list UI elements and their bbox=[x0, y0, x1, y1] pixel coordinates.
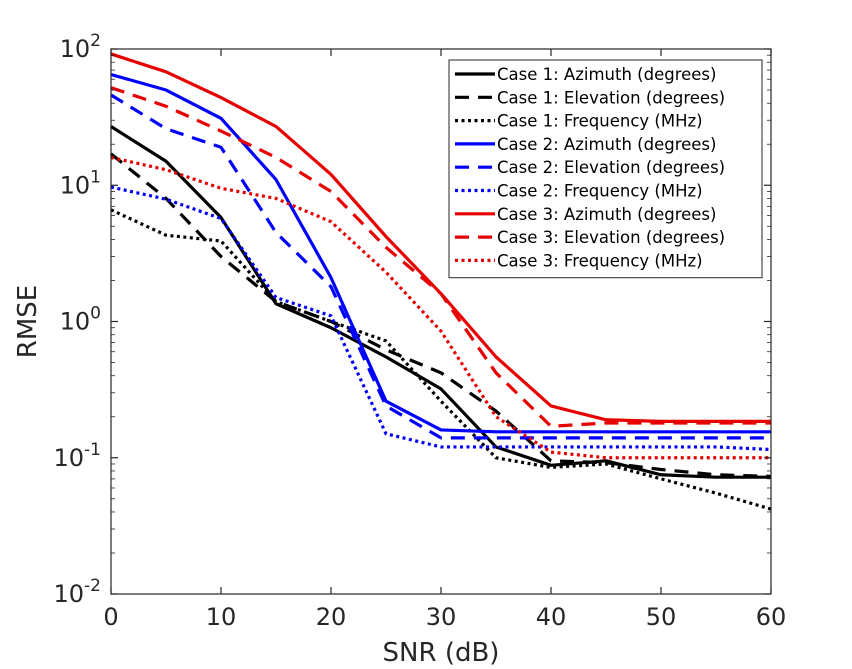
y-axis-title: RMSE bbox=[13, 285, 43, 358]
x-tick-label: 10 bbox=[206, 603, 237, 631]
y-tick-label: 100 bbox=[60, 304, 101, 336]
series-line-1 bbox=[110, 125, 771, 479]
legend-label-3: Case 1: Frequency (MHz) bbox=[497, 112, 703, 131]
legend[interactable]: Case 1: Azimuth (degrees) Case 1: Elevati… bbox=[448, 59, 763, 279]
series-line-6 bbox=[110, 185, 772, 452]
legend-label-6: Case 2: Frequency (MHz) bbox=[497, 182, 703, 201]
legend-label-9: Case 3: Frequency (MHz) bbox=[497, 251, 703, 270]
x-tick-label: 60 bbox=[756, 603, 787, 631]
legend-label-5: Case 2: Elevation (degrees) bbox=[497, 158, 725, 177]
series-line-5 bbox=[110, 93, 771, 440]
legend-label-7: Case 3: Azimuth (degrees) bbox=[497, 205, 716, 224]
series-line-2 bbox=[109, 152, 772, 478]
y-tick-label: 102 bbox=[60, 31, 101, 63]
series-line-8 bbox=[110, 86, 771, 428]
y-tick-label: 101 bbox=[60, 167, 101, 199]
legend-label-4: Case 2: Azimuth (degrees) bbox=[497, 135, 716, 154]
series-line-4 bbox=[110, 72, 771, 434]
legend-label-8: Case 3: Elevation (degrees) bbox=[497, 228, 725, 247]
series-layer bbox=[109, 52, 772, 511]
y-tick-label: 10-1 bbox=[54, 440, 102, 472]
x-tick-label: 0 bbox=[103, 603, 118, 631]
tick-layer: 0 10 20 30 40 50 60 10-2 10-1 100 101 102 bbox=[54, 31, 787, 631]
x-axis-title: SNR (dB) bbox=[383, 638, 500, 668]
y-tick-label: 10-2 bbox=[54, 576, 102, 608]
x-tick-label: 30 bbox=[426, 603, 457, 631]
legend-label-2: Case 1: Elevation (degrees) bbox=[497, 88, 725, 107]
x-tick-label: 20 bbox=[316, 603, 347, 631]
legend-label-1: Case 1: Azimuth (degrees) bbox=[497, 65, 716, 84]
x-tick-label: 40 bbox=[536, 603, 567, 631]
legend-box bbox=[448, 59, 763, 279]
series-line-9 bbox=[110, 155, 771, 460]
x-tick-label: 50 bbox=[646, 603, 677, 631]
